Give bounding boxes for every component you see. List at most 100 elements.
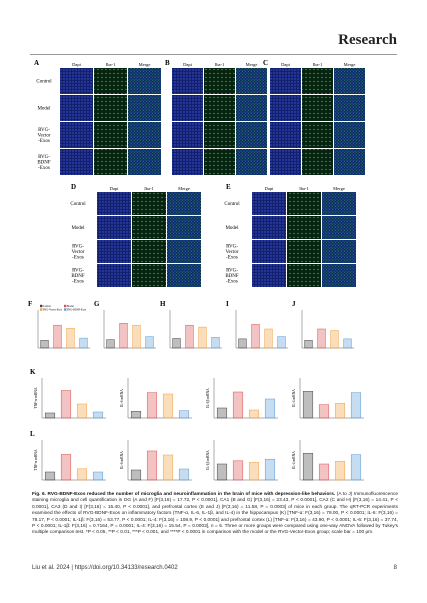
bar xyxy=(232,460,244,481)
column-label: Iba-1 xyxy=(106,62,116,67)
column-label: Merge xyxy=(344,62,356,67)
bar xyxy=(318,404,330,419)
row-label: RVG- xyxy=(226,245,238,250)
micrograph xyxy=(236,149,267,175)
micrograph xyxy=(236,95,267,121)
micrograph xyxy=(270,95,301,121)
micrograph xyxy=(60,122,93,148)
bar xyxy=(178,468,190,481)
header-rule xyxy=(30,54,397,55)
row-label: RVG- xyxy=(226,269,238,274)
column-label: Iba-1 xyxy=(215,62,225,67)
y-axis-label: IL-4 mRNA xyxy=(292,389,296,407)
row-label: RVG- xyxy=(72,245,84,250)
bar xyxy=(198,326,207,349)
column-label: Dapi xyxy=(265,186,274,191)
micrograph xyxy=(322,264,356,287)
micrograph xyxy=(204,149,235,175)
micrograph xyxy=(270,122,301,148)
micrograph xyxy=(128,95,161,121)
micrograph xyxy=(97,264,131,287)
caption: Fig. 6. RVG-BDNF-Exos reduced the number… xyxy=(32,492,398,537)
micrograph xyxy=(302,122,333,148)
bar xyxy=(317,328,326,349)
row-label: BDNF xyxy=(71,274,85,279)
legend-label: RVG-Vector-Exos xyxy=(43,309,62,312)
bar xyxy=(162,454,174,481)
bar xyxy=(232,391,244,419)
y-axis-label: IL-6 mRNA xyxy=(120,389,124,407)
bar xyxy=(79,337,88,349)
panel-label: J xyxy=(292,300,296,308)
bar xyxy=(350,392,362,419)
bar xyxy=(145,336,154,349)
micrograph xyxy=(270,149,301,175)
micrograph xyxy=(97,240,131,263)
row-label: -Exos xyxy=(226,280,238,285)
micrograph xyxy=(97,192,131,215)
bar xyxy=(66,327,75,349)
micrograph xyxy=(322,240,356,263)
column-label: Dapi xyxy=(110,186,119,191)
column-label: Merge xyxy=(139,62,151,67)
legend-swatch xyxy=(40,308,43,311)
micrograph xyxy=(252,192,286,215)
row-label: -Exos xyxy=(38,139,50,144)
micrograph xyxy=(204,68,235,94)
column-label: Iba-1 xyxy=(313,62,323,67)
bar xyxy=(130,469,142,481)
micrograph xyxy=(287,192,321,215)
row-label: BDNF xyxy=(37,161,51,166)
panel-label: H xyxy=(160,300,166,308)
legend-swatch xyxy=(64,304,67,308)
y-axis-label: IL-1β mRNA xyxy=(206,388,210,408)
row-label: -Exos xyxy=(38,166,50,171)
micrograph xyxy=(132,264,166,287)
micrograph xyxy=(252,264,286,287)
micrograph xyxy=(94,122,127,148)
bar xyxy=(238,338,247,349)
bar xyxy=(318,463,330,481)
legend-swatch xyxy=(64,308,67,311)
bar xyxy=(40,340,49,349)
bar xyxy=(146,450,158,481)
bar xyxy=(92,471,104,481)
row-label: -Exos xyxy=(72,280,84,285)
panel-label: C xyxy=(263,59,268,67)
bar xyxy=(60,454,72,481)
micrograph xyxy=(270,68,301,94)
bar xyxy=(350,454,362,481)
bar xyxy=(334,403,346,419)
y-axis-label: TNF-α mRNA xyxy=(34,387,38,409)
micrograph xyxy=(94,68,127,94)
bar xyxy=(264,398,276,419)
micrograph xyxy=(322,216,356,239)
row-label: -Exos xyxy=(72,256,84,261)
micrograph xyxy=(172,95,203,121)
row-label: Model xyxy=(225,226,239,231)
bar xyxy=(92,411,104,419)
micrograph xyxy=(94,95,127,121)
column-label: Merge xyxy=(178,186,190,191)
row-label: Control xyxy=(70,202,86,207)
micrograph xyxy=(334,68,365,94)
column-label: Iba-1 xyxy=(144,186,154,191)
micrograph xyxy=(167,192,201,215)
panel-label: L xyxy=(30,430,35,438)
column-label: Iba-1 xyxy=(299,186,309,191)
bar xyxy=(211,337,220,349)
panel-label: D xyxy=(71,183,76,191)
row-label: -Exos xyxy=(226,256,238,261)
bar xyxy=(44,412,56,419)
column-label: Dapi xyxy=(281,62,290,67)
micrograph xyxy=(302,68,333,94)
bar xyxy=(302,453,314,481)
micrograph xyxy=(334,122,365,148)
panel-label: B xyxy=(165,59,170,67)
bar xyxy=(76,468,88,481)
bar xyxy=(178,410,190,419)
micrograph xyxy=(172,122,203,148)
row-label: Control xyxy=(36,80,52,85)
micrograph xyxy=(167,240,201,263)
